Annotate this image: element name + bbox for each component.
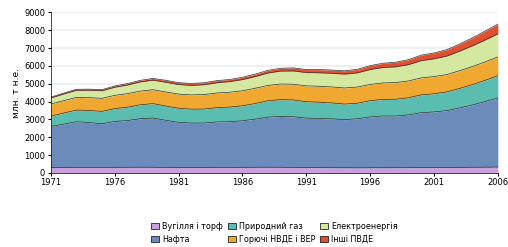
Legend: Вугілля і торф, Нафта, Природний газ, Горючі НВДЕ і ВЕР, Електроенергія, Інші ПВ: Вугілля і торф, Нафта, Природний газ, Го…	[151, 222, 397, 244]
Y-axis label: млн. т н.е.: млн. т н.е.	[12, 68, 21, 118]
